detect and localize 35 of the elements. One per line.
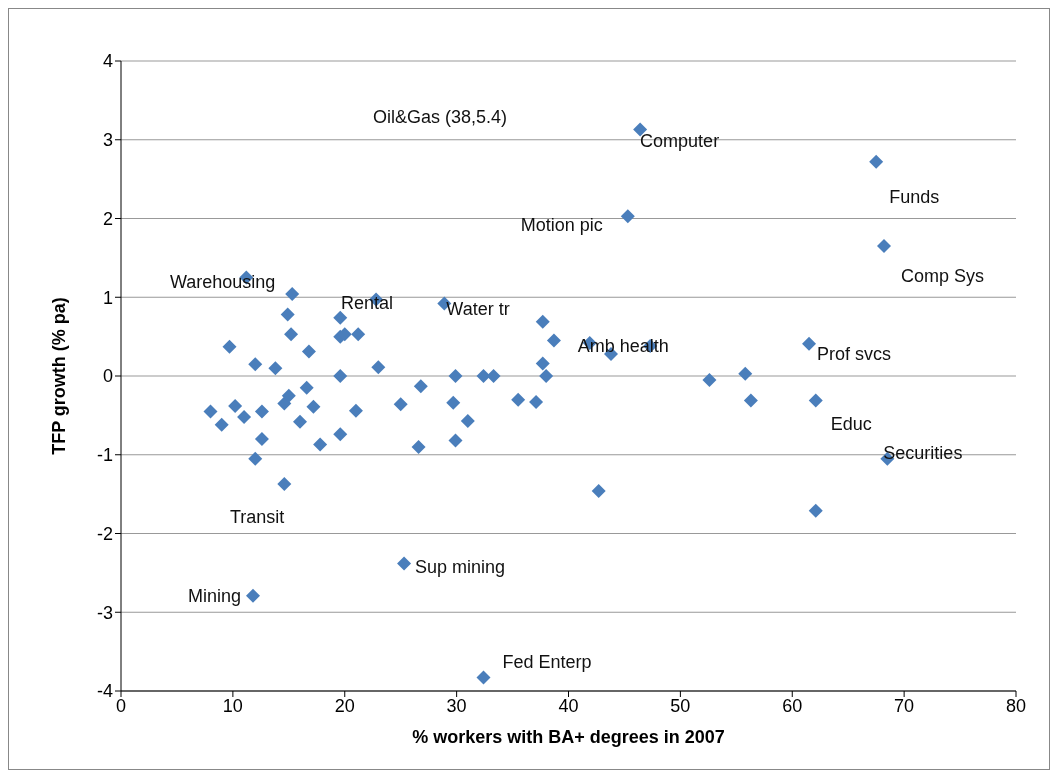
x-tick-label: 50 bbox=[670, 695, 691, 716]
annotation: Water tr bbox=[446, 298, 510, 319]
x-tick-label: 30 bbox=[446, 695, 467, 716]
x-tick-label: 10 bbox=[222, 695, 243, 716]
y-tick-label: -1 bbox=[96, 445, 113, 466]
y-tick-label: 2 bbox=[102, 208, 113, 229]
annotation: Mining bbox=[187, 585, 242, 606]
annotation: Motion pic bbox=[520, 215, 603, 236]
annotation: Prof svcs bbox=[817, 343, 892, 364]
annotation: Educ bbox=[830, 414, 872, 435]
y-tick-label: -4 bbox=[96, 681, 113, 702]
annotation: Securities bbox=[883, 442, 963, 463]
y-tick-label: 1 bbox=[102, 287, 113, 308]
x-tick-label: 70 bbox=[894, 695, 915, 716]
x-tick-label: 40 bbox=[558, 695, 579, 716]
annotation: Rental bbox=[341, 292, 394, 313]
y-tick-label: -2 bbox=[96, 523, 113, 544]
x-axis-title: % workers with BA+ degrees in 2007 bbox=[412, 727, 725, 747]
y-tick-label: -3 bbox=[96, 602, 113, 623]
x-tick-label: 80 bbox=[1005, 695, 1027, 716]
annotation: Warehousing bbox=[169, 271, 276, 292]
annotation: Fed Enterp bbox=[502, 651, 592, 672]
annotation: Sup mining bbox=[415, 557, 506, 578]
y-tick-label: 0 bbox=[102, 366, 113, 387]
annotation: Transit bbox=[229, 506, 285, 527]
x-tick-label: 0 bbox=[115, 695, 127, 716]
x-tick-label: 20 bbox=[334, 695, 355, 716]
annotation: Comp Sys bbox=[900, 266, 985, 287]
y-tick-label: 4 bbox=[102, 51, 113, 72]
annotation: Computer bbox=[640, 130, 720, 151]
annotation: Oil&Gas (38,5.4) bbox=[373, 107, 508, 127]
x-tick-label: 60 bbox=[782, 695, 803, 716]
annotation: Funds bbox=[889, 186, 940, 207]
y-axis-title: TFP growth (% pa) bbox=[49, 297, 70, 455]
y-tick-label: 3 bbox=[102, 130, 113, 151]
